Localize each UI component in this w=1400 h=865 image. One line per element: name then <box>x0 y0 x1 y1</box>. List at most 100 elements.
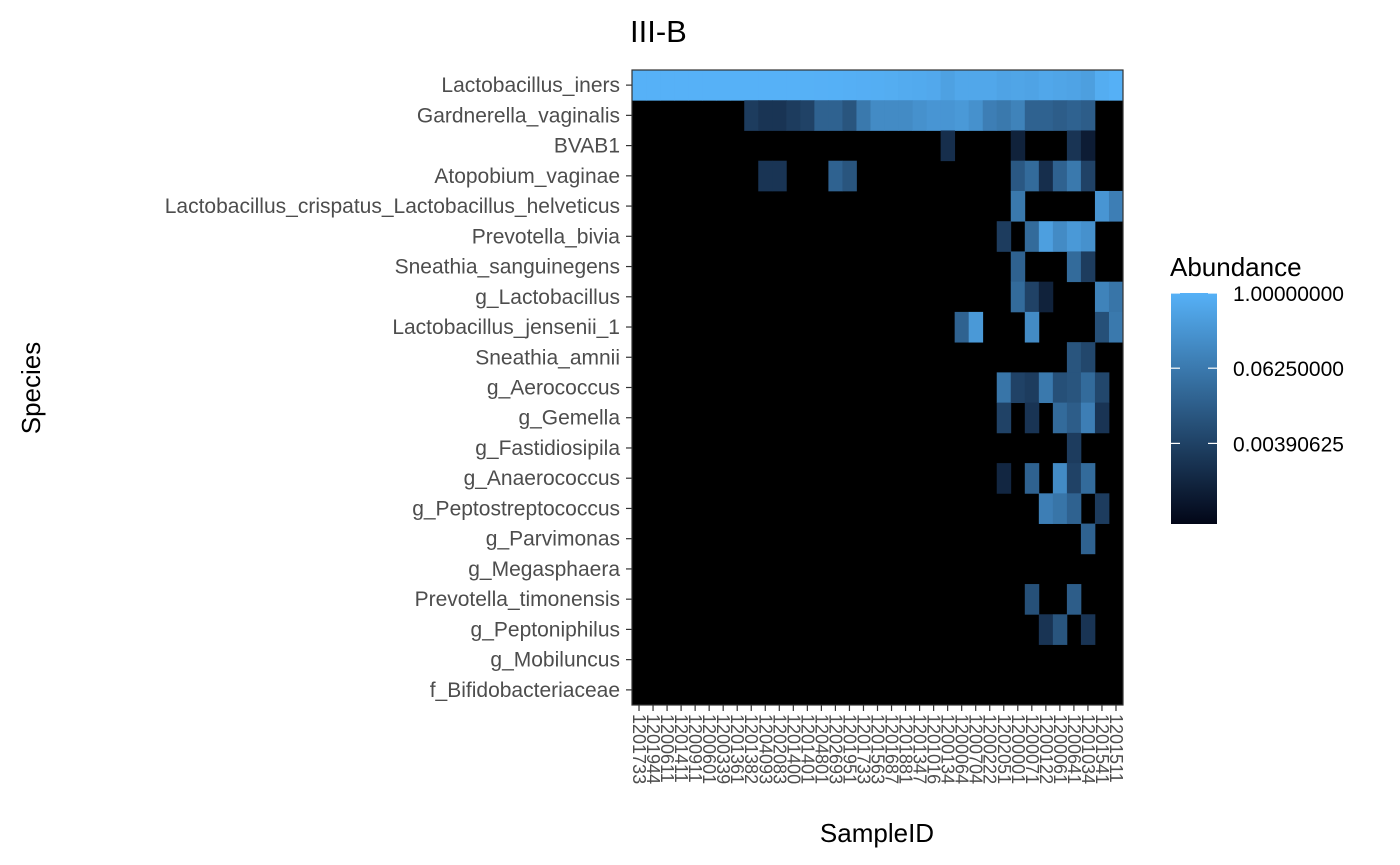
heatmap-cell <box>772 160 787 192</box>
heatmap-cell <box>716 70 731 101</box>
x-tick-label: 1202693 <box>825 714 845 784</box>
heatmap-cell <box>856 100 871 131</box>
heatmap-cell <box>1108 190 1124 222</box>
heatmap-cell <box>1052 402 1068 434</box>
heatmap-panel <box>631 69 1124 706</box>
y-tick-label: g_Mobiluncus <box>490 649 620 672</box>
heatmap-cell <box>1094 281 1110 313</box>
y-axis-title: Species <box>16 342 46 435</box>
heatmap-cell <box>1038 70 1054 101</box>
heatmap-cell <box>1024 402 1040 434</box>
heatmap-cell <box>1052 160 1068 192</box>
heatmap-cell <box>1108 70 1124 101</box>
heatmap-cell <box>1038 493 1054 524</box>
heatmap-cell <box>814 70 829 101</box>
y-tick-label: BVAB1 <box>554 135 620 158</box>
heatmap-cell <box>912 70 927 101</box>
heatmap-cell <box>940 70 956 101</box>
heatmap-cell <box>1010 100 1026 131</box>
x-tick-label: 1201881 <box>896 714 916 784</box>
heatmap-cell <box>1080 130 1096 162</box>
heatmap-cell <box>1066 130 1082 162</box>
heatmap-cell <box>1052 614 1068 645</box>
x-tick-label: 1201411 <box>671 714 691 783</box>
heatmap-cell <box>842 100 857 131</box>
heatmap-cell <box>1010 251 1026 283</box>
heatmap-cell <box>898 100 913 131</box>
heatmap-cell <box>814 100 829 131</box>
heatmap-cell <box>1052 463 1068 494</box>
heatmap-cell <box>1038 281 1054 313</box>
heatmap-cell <box>1038 372 1054 404</box>
heatmap-cell <box>996 100 1012 131</box>
heatmap-cell <box>772 70 787 101</box>
x-tick-label: 1200064 <box>952 714 972 784</box>
heatmap-cell <box>856 70 871 101</box>
legend: Abundance 1.00000000 0.06250000 0.00390625 <box>1170 252 1344 524</box>
heatmap-cell <box>1024 70 1040 101</box>
heatmap-cell <box>1038 100 1054 131</box>
heatmap-cell <box>982 100 998 131</box>
legend-tick-label: 1.00000000 <box>1233 283 1344 306</box>
x-tick-label: 1201951 <box>839 714 859 784</box>
heatmap-cell <box>940 130 956 162</box>
heatmap-cell <box>730 70 745 101</box>
x-tick-label: 1200911 <box>685 714 705 783</box>
heatmap-cell <box>898 70 913 101</box>
heatmap-cell <box>786 70 801 101</box>
x-tick-label: 1201733 <box>853 714 873 784</box>
heatmap-cell <box>1010 130 1026 162</box>
heatmap-cell <box>1066 160 1082 192</box>
x-tick-label: 1201541 <box>1092 714 1112 784</box>
heatmap-cell <box>1108 281 1124 313</box>
legend-colorbar <box>1171 293 1217 524</box>
y-tick-label: g_Fastidiosipila <box>475 437 620 460</box>
x-tick-label: 1204801 <box>811 714 831 784</box>
heatmap-cell <box>968 100 984 131</box>
legend-title: Abundance <box>1170 252 1302 282</box>
legend-tick-label: 0.06250000 <box>1233 358 1344 381</box>
heatmap-cell <box>996 221 1012 252</box>
heatmap-cell <box>1010 160 1026 192</box>
heatmap-cell <box>1094 70 1110 101</box>
heatmap-cell <box>660 70 675 101</box>
heatmap-cell <box>1024 372 1040 404</box>
y-tick-label: g_Aerococcus <box>487 377 620 400</box>
heatmap-cell <box>1024 100 1040 131</box>
x-tick-label: 1200222 <box>980 714 1000 784</box>
x-tick-label: 1201361 <box>727 714 747 784</box>
heatmap-cell <box>940 100 956 131</box>
heatmap-cell <box>1066 463 1082 494</box>
heatmap-cell <box>870 100 885 131</box>
heatmap-cell <box>842 70 857 101</box>
heatmap-cell <box>800 100 815 131</box>
heatmap-cell <box>744 70 759 101</box>
legend-ticks: 1.00000000 0.06250000 0.00390625 <box>1171 283 1344 456</box>
heatmap-cell <box>1080 614 1096 645</box>
heatmap-cell <box>1066 493 1082 524</box>
heatmap-cell <box>1066 221 1082 252</box>
y-tick-label: Lactobacillus_crispatus_Lactobacillus_he… <box>165 195 620 218</box>
heatmap-cell <box>758 160 773 192</box>
heatmap-cell <box>1080 372 1096 404</box>
heatmap-cell <box>1010 281 1026 313</box>
x-tick-label: 1200641 <box>1064 714 1084 784</box>
x-tick-label: 1200061 <box>1050 714 1070 784</box>
x-axis: 1201733120194412006111201411120091112006… <box>629 705 1126 784</box>
y-axis: Lactobacillus_iners Gardnerella_vaginalis… <box>165 74 632 702</box>
y-tick-label: Gardnerella_vaginalis <box>417 104 620 127</box>
x-tick-label: 1201511 <box>1106 714 1126 783</box>
x-tick-label: 1201347 <box>910 714 930 784</box>
heatmap-cell <box>1080 100 1096 131</box>
heatmap-cell <box>758 100 773 131</box>
heatmap-cell <box>968 70 984 101</box>
x-tick-label: 1202083 <box>769 714 789 784</box>
heatmap-cell <box>1066 100 1082 131</box>
heatmap-cell <box>870 70 885 101</box>
heatmap-cell <box>996 402 1012 434</box>
heatmap-cell <box>1094 190 1110 222</box>
x-tick-label: 1200601 <box>699 714 719 784</box>
heatmap-cell <box>1066 342 1082 373</box>
heatmap-cell <box>996 372 1012 404</box>
